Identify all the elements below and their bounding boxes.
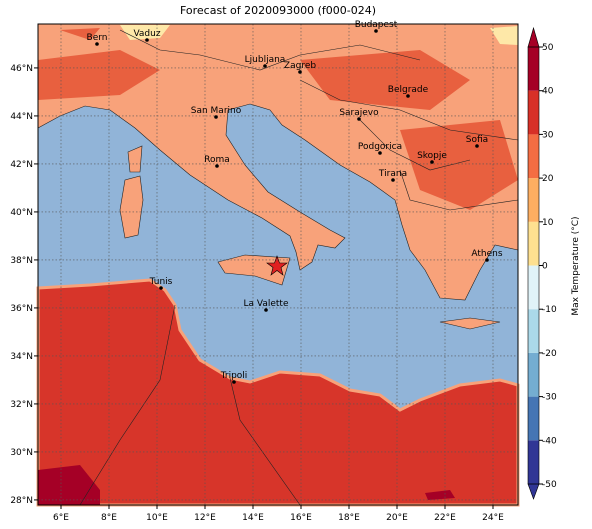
x-tick-label: 20°E bbox=[386, 513, 408, 523]
city-dot bbox=[391, 178, 395, 182]
event-star bbox=[266, 255, 288, 276]
colorbar-tick-label: 50 bbox=[542, 43, 554, 53]
city-dot bbox=[374, 29, 378, 33]
map-frame bbox=[37, 23, 519, 506]
city-dot bbox=[406, 94, 410, 98]
x-tick-label: 16°E bbox=[290, 513, 312, 523]
y-tick-label: 46°N bbox=[10, 64, 33, 74]
city-label: Ljubljana bbox=[245, 55, 286, 65]
colorbar-segment bbox=[528, 265, 539, 310]
city-dot bbox=[485, 258, 489, 262]
colorbar-tick-label: 0 bbox=[542, 262, 548, 272]
colorbar-segment bbox=[528, 221, 539, 266]
y-tick-label: 36°N bbox=[10, 304, 33, 314]
colorbar-label: Max Temperature (°C) bbox=[571, 216, 581, 315]
city-dot bbox=[298, 70, 302, 74]
city-label: Sarajevo bbox=[339, 108, 379, 118]
graticule bbox=[38, 24, 518, 505]
colorbar-tick-label: -20 bbox=[542, 349, 557, 359]
city-label: Tripoli bbox=[220, 371, 248, 381]
city-label: Athens bbox=[471, 249, 502, 259]
city-label: Vaduz bbox=[133, 29, 160, 39]
colorbar-tick-label: -50 bbox=[542, 480, 557, 490]
crete bbox=[439, 317, 501, 330]
city-dot bbox=[95, 42, 99, 46]
city-label: Budapest bbox=[355, 20, 398, 30]
city-label: Bern bbox=[87, 33, 108, 43]
colorbar-tick-label: -30 bbox=[542, 393, 557, 403]
city-dot bbox=[214, 115, 218, 119]
hot-patch bbox=[38, 465, 100, 505]
y-tick-label: 42°N bbox=[10, 160, 33, 170]
hot-patch bbox=[425, 490, 455, 500]
colorbar-segment bbox=[528, 134, 539, 179]
city-label: La Valette bbox=[244, 299, 289, 309]
colorbar-segment bbox=[528, 178, 539, 222]
colorbar-segment bbox=[528, 47, 539, 91]
y-tick-label: 38°N bbox=[10, 256, 33, 266]
colorbar-extend bbox=[527, 483, 540, 500]
warm-patches bbox=[38, 28, 518, 210]
x-tick-label: 12°E bbox=[194, 513, 216, 523]
y-tick-label: 32°N bbox=[10, 400, 33, 410]
city-label: Skopje bbox=[417, 151, 447, 161]
city-dot bbox=[378, 151, 382, 155]
x-tick-label: 22°E bbox=[434, 513, 456, 523]
colorbar-segment bbox=[528, 309, 539, 353]
x-tick-label: 18°E bbox=[338, 513, 360, 523]
y-tick-label: 44°N bbox=[10, 112, 33, 122]
city-dot bbox=[263, 64, 267, 68]
y-tick-label: 40°N bbox=[10, 208, 33, 218]
colorbar-tick-label: 30 bbox=[542, 130, 554, 140]
x-tick-label: 24°E bbox=[482, 513, 504, 523]
y-tick-label: 28°N bbox=[10, 496, 33, 506]
colorbar-tick-label: 40 bbox=[542, 87, 554, 97]
x-tick-label: 6°E bbox=[53, 513, 69, 523]
city-dot bbox=[215, 164, 219, 168]
city-label: Tirana bbox=[378, 169, 407, 179]
colorbar-tick-label: 10 bbox=[542, 218, 554, 228]
city-label: Belgrade bbox=[388, 85, 429, 95]
sicily bbox=[217, 254, 291, 286]
colorbar-segment bbox=[528, 440, 539, 484]
cool-patches bbox=[120, 25, 518, 45]
colorbar-segment bbox=[528, 396, 539, 441]
city-label: San Marino bbox=[191, 106, 242, 116]
colorbar-segment bbox=[528, 90, 539, 135]
colorbar-tick-label: 20 bbox=[542, 174, 554, 184]
sardinia bbox=[119, 175, 144, 239]
colorbar-extend bbox=[527, 26, 540, 48]
north-africa bbox=[36, 278, 520, 507]
corsica bbox=[127, 145, 143, 173]
x-tick-label: 14°E bbox=[242, 513, 264, 523]
colorbar: -50 -40 -30 -20 -10 0 10 20 30 40 50 bbox=[527, 26, 557, 500]
borders bbox=[79, 29, 519, 506]
city-label: Zagreb bbox=[284, 61, 316, 71]
y-tick-label: 34°N bbox=[10, 352, 33, 362]
city-dot bbox=[430, 160, 434, 164]
x-tick-label: 10°E bbox=[146, 513, 168, 523]
city-dot bbox=[264, 308, 268, 312]
city-dot bbox=[159, 286, 163, 290]
city-dot bbox=[357, 117, 361, 121]
axes: 6°E 8°E 10°E 12°E 14°E 16°E 18°E 20°E 22°E 24°E 28… bbox=[10, 64, 504, 523]
y-tick-label: 30°N bbox=[10, 448, 33, 458]
city-label: Sofia bbox=[466, 135, 488, 145]
colorbar-tick-label: -40 bbox=[542, 436, 557, 446]
colorbar-tick-label: -10 bbox=[542, 305, 557, 315]
city-label: Tunis bbox=[149, 277, 173, 287]
city-dot bbox=[232, 380, 236, 384]
city-label: Podgorica bbox=[358, 142, 402, 152]
x-tick-label: 8°E bbox=[101, 513, 117, 523]
city-label: Roma bbox=[204, 155, 230, 165]
map-title: Forecast of 2020093000 (f000-024) bbox=[180, 4, 376, 17]
city-dot bbox=[145, 38, 149, 42]
city-dot bbox=[475, 144, 479, 148]
colorbar-segment bbox=[528, 352, 539, 397]
